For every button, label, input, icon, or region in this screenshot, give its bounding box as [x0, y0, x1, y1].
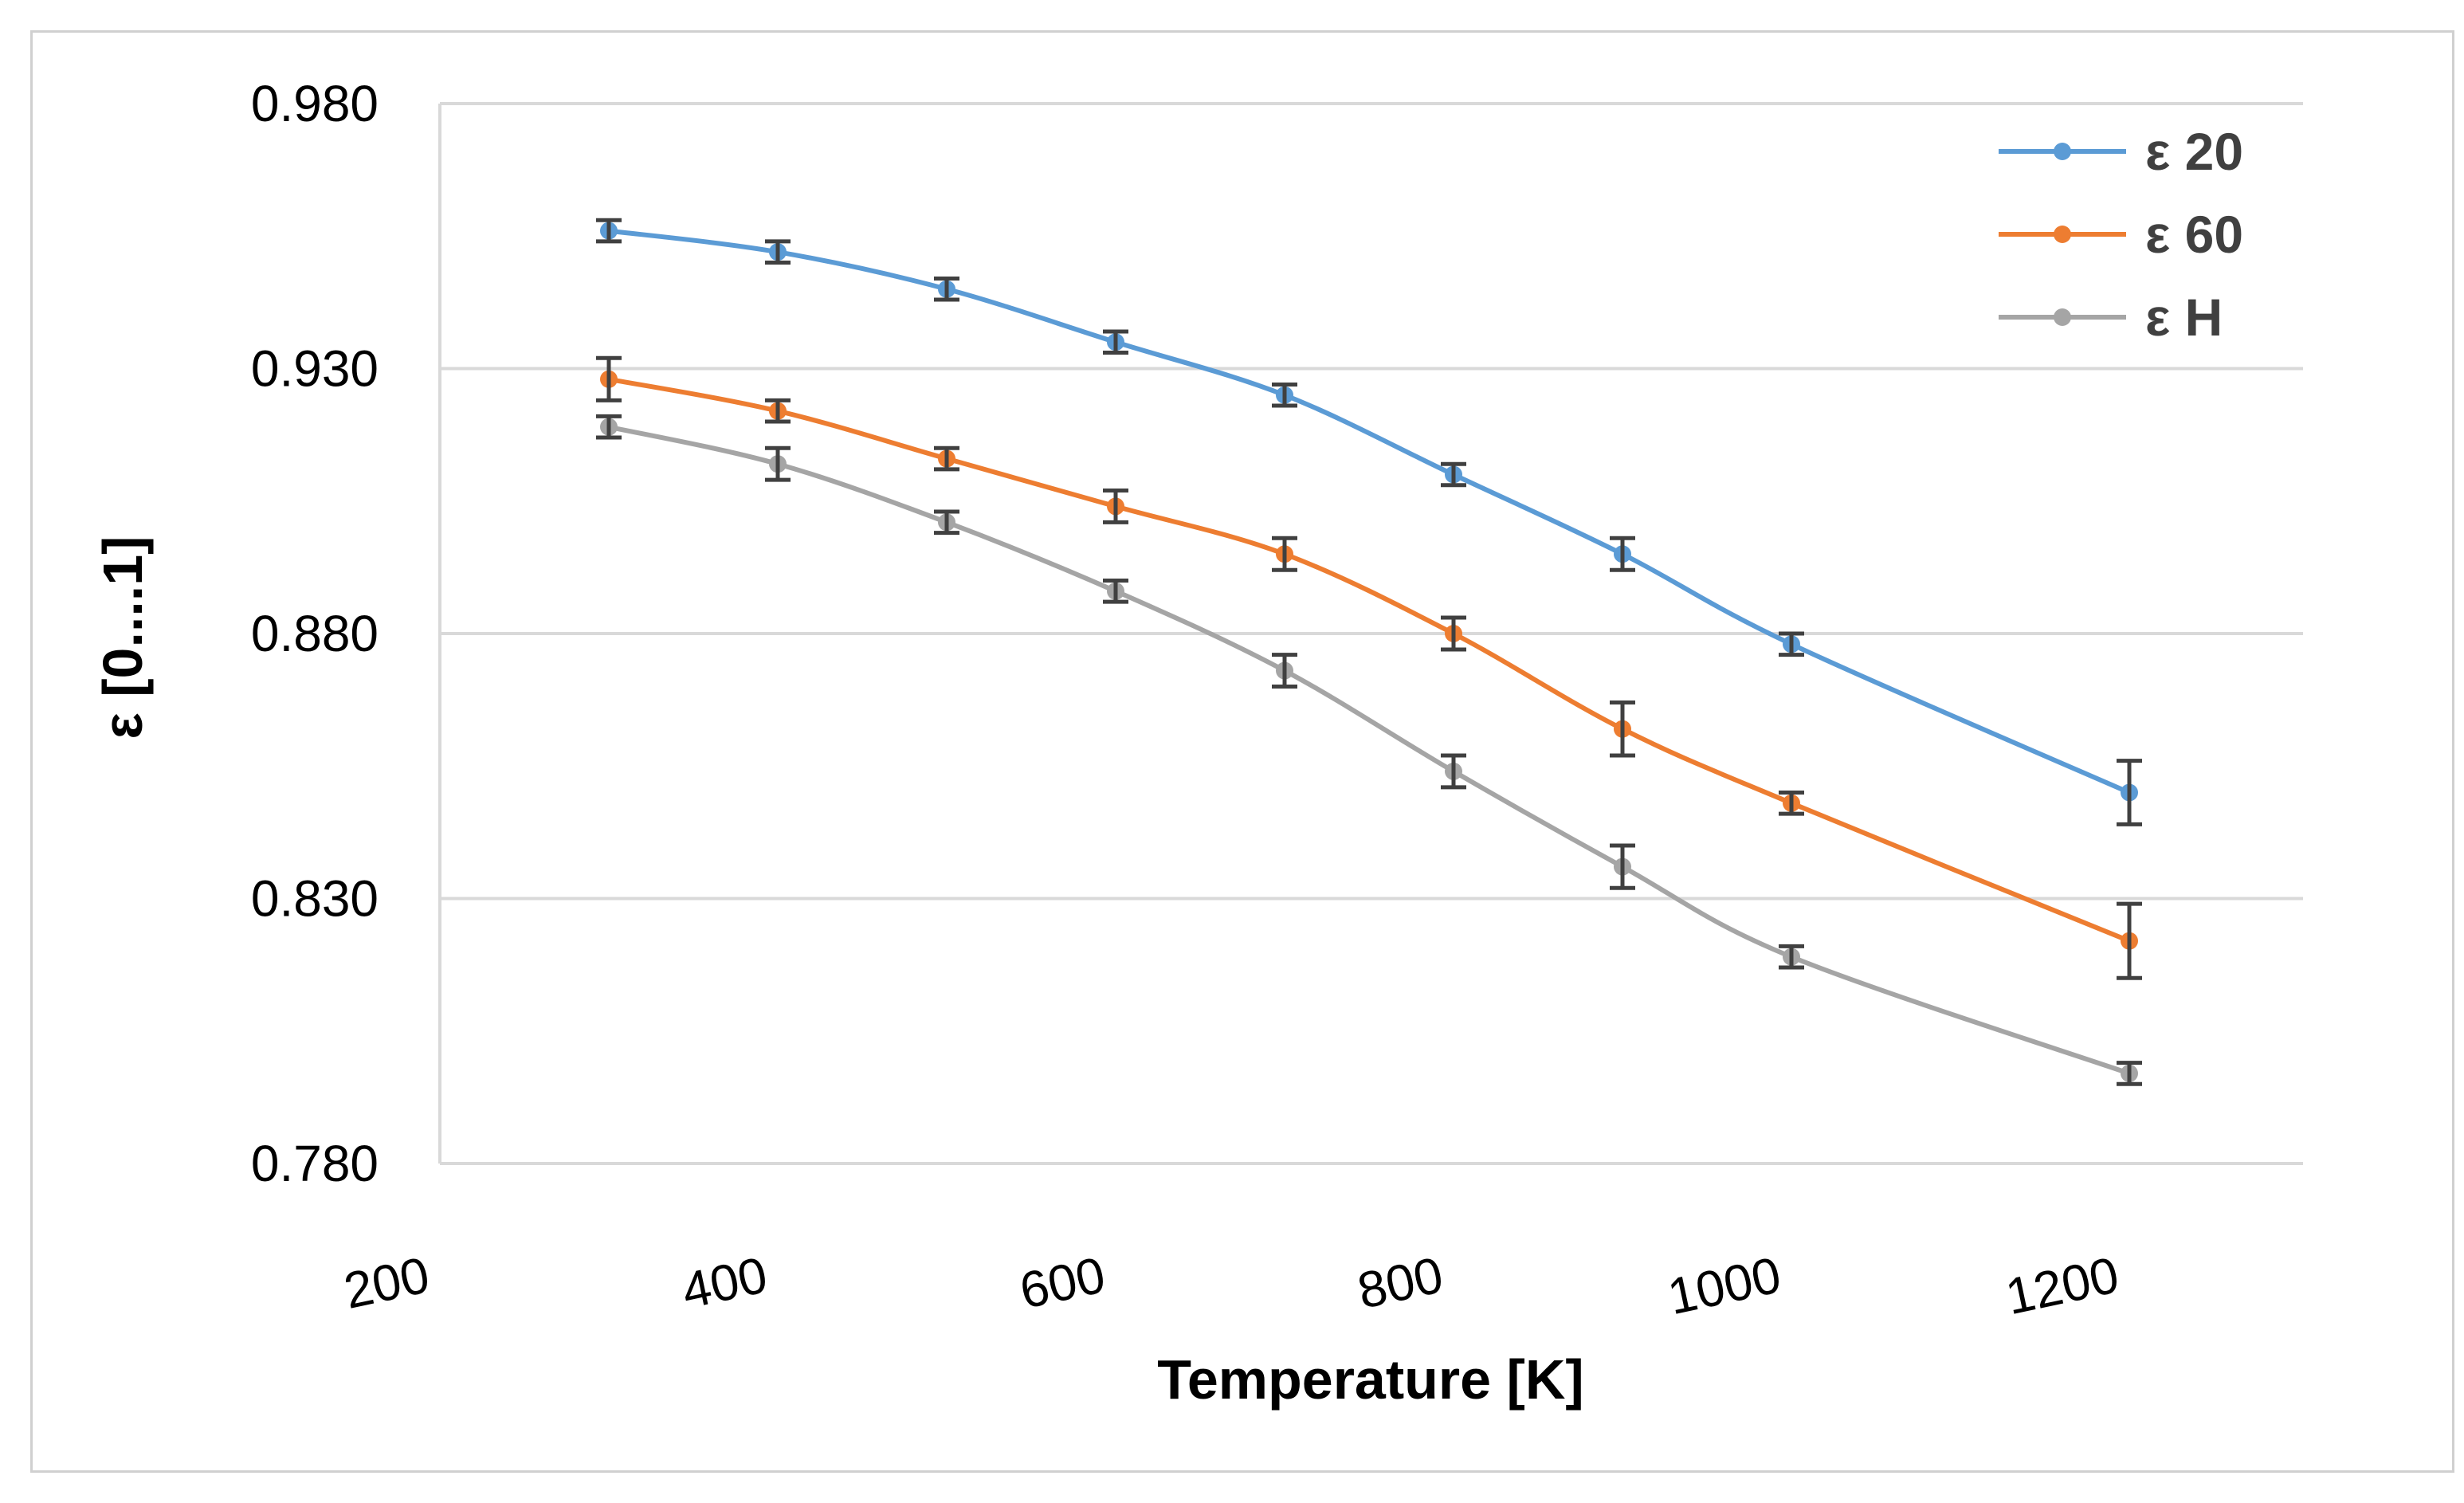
- y-tick-label: 0.830: [251, 870, 379, 928]
- error-bar: [1272, 536, 1297, 572]
- y-tick-label: 0.930: [251, 340, 379, 398]
- series-2: [596, 355, 2142, 980]
- error-bar: [765, 398, 791, 424]
- error-bar: [2117, 901, 2142, 980]
- legend-item: ε 20: [1999, 122, 2243, 181]
- error-bar: [596, 218, 622, 244]
- error-bar: [1103, 488, 1128, 524]
- y-axis-title: ε [0....1]: [92, 536, 154, 740]
- legend-label: ε 60: [2145, 205, 2243, 264]
- series-line: [608, 376, 2131, 944]
- x-axis-title: Temperature [K]: [1157, 1348, 1583, 1411]
- legend-label: ε H: [2145, 288, 2223, 347]
- error-bar: [934, 509, 959, 536]
- error-bar: [596, 414, 622, 440]
- error-bar: [1441, 753, 1466, 790]
- legend-label: ε 20: [2145, 122, 2243, 181]
- series-line: [608, 424, 2130, 1076]
- error-bar: [1779, 944, 1804, 970]
- error-bar: [596, 355, 622, 402]
- legend-swatch-marker: [2054, 226, 2071, 243]
- chart-frame: [30, 30, 2454, 1473]
- error-bar: [1610, 536, 1635, 572]
- series-3: [596, 414, 2142, 1086]
- error-bar: [934, 276, 959, 302]
- x-tick-label: 800: [1352, 1246, 1447, 1320]
- x-tick-label: 1200: [2001, 1246, 2124, 1325]
- error-bar: [1272, 653, 1297, 689]
- series-layer: [596, 218, 2142, 1086]
- y-tick-label: 0.980: [251, 75, 379, 132]
- error-bar: [2117, 1061, 2142, 1086]
- legend-swatch-marker: [2054, 143, 2071, 160]
- x-tick-label: 600: [1014, 1246, 1109, 1320]
- gridlines: [438, 102, 2303, 1165]
- error-bar: [1103, 329, 1128, 355]
- error-bar: [1779, 631, 1804, 657]
- y-tick-label: 0.880: [251, 605, 379, 662]
- legend-swatch-marker: [2054, 308, 2071, 326]
- error-bar: [1779, 791, 1804, 816]
- error-bar: [2117, 759, 2142, 826]
- error-bar: [765, 445, 791, 482]
- error-bar: [1103, 579, 1128, 604]
- x-tick-label: 200: [339, 1246, 434, 1320]
- x-tick-label: 1000: [1663, 1246, 1786, 1325]
- error-bar: [934, 445, 959, 472]
- error-bar: [1441, 461, 1466, 488]
- y-tick-label: 0.780: [251, 1135, 379, 1192]
- legend: ε 20 ε 60 ε H: [1999, 122, 2243, 347]
- y-axis-ticks: 0.780 0.830 0.880 0.930 0.980: [251, 75, 379, 1192]
- error-bar: [765, 239, 791, 265]
- error-bar: [1610, 700, 1635, 758]
- legend-item: ε 60: [1999, 205, 2243, 264]
- series-1: [596, 218, 2142, 826]
- x-tick-label: 400: [677, 1246, 771, 1320]
- error-bar: [1610, 843, 1635, 890]
- error-bar: [1441, 615, 1466, 652]
- error-bar: [1272, 382, 1297, 408]
- legend-item: ε H: [1999, 288, 2223, 347]
- series-line: [608, 228, 2131, 795]
- x-axis-ticks: 200 400 600 800 1000 1200: [339, 1246, 2123, 1325]
